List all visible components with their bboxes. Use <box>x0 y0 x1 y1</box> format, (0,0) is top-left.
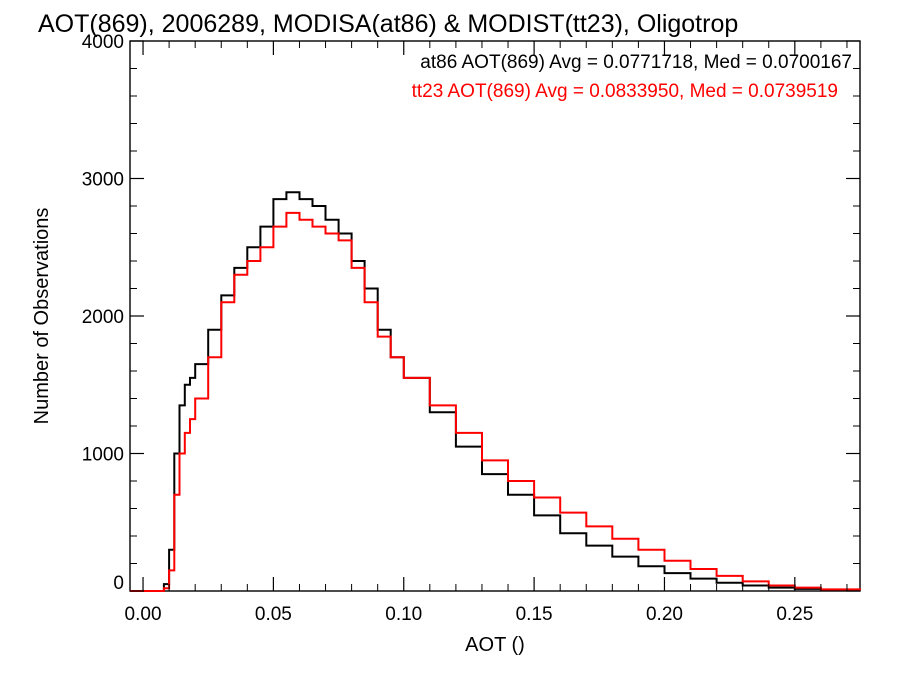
x-tick-label: 0.20 <box>646 604 683 625</box>
y-tick-label: 0 <box>113 573 124 594</box>
legend-entry-tt23: tt23 AOT(869) Avg = 0.0833950, Med = 0.0… <box>412 81 838 102</box>
y-axis-label: Number of Observations <box>31 208 53 425</box>
x-axis-label: AOT () <box>465 634 525 656</box>
axes-layer: 0.00 0.05 0.10 0.15 0.20 0.25 0 1000 2000 3000 400… <box>82 32 860 625</box>
plot-frame <box>129 40 861 592</box>
y-tick-label: 4000 <box>82 32 124 53</box>
x-tick-label: 0.15 <box>516 604 553 625</box>
x-tick-label: 0.25 <box>776 604 813 625</box>
x-tick-label: 0.10 <box>385 604 422 625</box>
y-tick-label: 1000 <box>82 445 124 466</box>
chart-title: AOT(869), 2006289, MODISA(at86) & MODIST… <box>38 10 738 38</box>
series-line-tt23 <box>130 211 861 592</box>
series-layer <box>130 191 861 592</box>
series-line-at86 <box>130 191 861 592</box>
y-tick-label: 2000 <box>82 307 124 328</box>
x-tick-label: 0.00 <box>125 604 162 625</box>
legend-entry-at86: at86 AOT(869) Avg = 0.0771718, Med = 0.0… <box>420 52 852 73</box>
y-tick-label: 3000 <box>82 170 124 191</box>
x-tick-label: 0.05 <box>255 604 292 625</box>
